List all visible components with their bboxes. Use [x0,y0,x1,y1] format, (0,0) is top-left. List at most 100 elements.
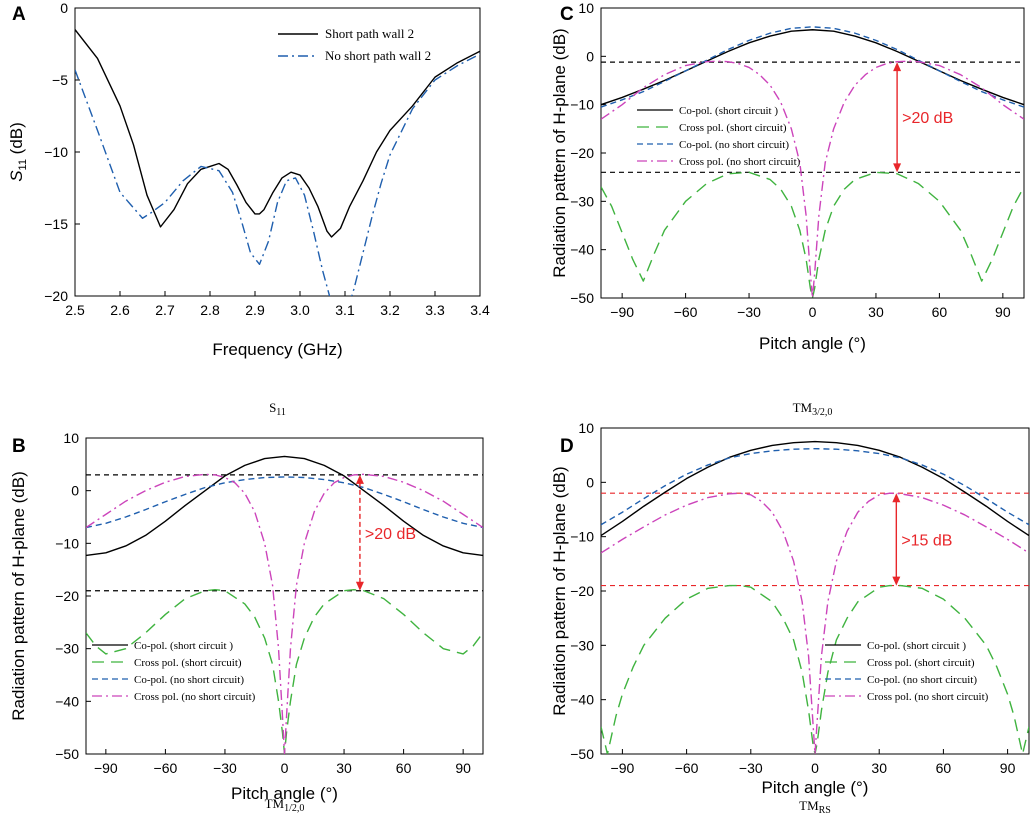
panel-caption: TMRS [799,798,831,816]
y-tick-label: −30 [570,637,594,653]
y-tick-label: −10 [570,97,594,113]
y-tick-label: −5 [52,72,68,88]
annotation-arrowhead-down [892,576,901,586]
y-tick-label: 10 [578,420,594,436]
panel-letter-d: D [560,436,574,457]
x-tick-label: 60 [396,760,412,776]
panel-caption: TM3/2,0 [793,400,833,418]
plot-frame [600,7,1025,299]
x-tick-label: −30 [739,760,763,776]
x-tick-label: 2.8 [200,302,220,318]
x-tick-label: 0 [281,760,289,776]
panel-c: C −90 −60 −30 0 30 60 90 10 0 −10 −20 −30 −40 −50 Pitch… [550,0,1025,418]
y-axis-label: Radiation pattern of H-plane (dB) [550,28,569,277]
x-tick-label: 2.9 [245,302,265,318]
x-tick-label: 2.7 [155,302,175,318]
series-line-cross-pol-short-circuit [601,584,1029,754]
annotation-arrowhead-up [355,474,364,484]
series-line-co-pol-short-circuit [601,29,1024,106]
series-line-cross-pol-short-circuit [601,171,1024,298]
series-line-cross-pol-no-short-circuit [86,473,483,754]
y-tick-label: −20 [570,583,594,599]
y-tick-label: −50 [570,290,594,306]
x-tick-label: 0 [811,760,819,776]
legend-label: Co-pol. (short circuit ) [867,640,966,652]
panel-caption: S11 [269,400,286,418]
x-tick-label: 30 [336,760,352,776]
y-tick-label: −10 [55,535,79,551]
legend-label: Cross pol. (short circuit) [679,122,787,134]
annotation-label: >20 dB [902,110,953,127]
y-tick-label: 0 [60,0,68,16]
legend-label: Co-pol. (no short circuit) [134,674,244,686]
series-line-cross-pol-short-circuit [86,588,483,754]
legend-label: No short path wall 2 [325,48,431,63]
y-tick-label: −10 [570,529,594,545]
y-tick-label: −50 [570,746,594,762]
y-tick-label: 10 [578,0,594,16]
y-tick-label: −30 [570,193,594,209]
legend: Co-pol. (short circuit ) Cross pol. (shor… [637,105,801,168]
x-tick-label: 3.3 [425,302,445,318]
legend: Short path wall 2 No short path wall 2 [278,26,431,63]
y-tick-label: −15 [44,216,68,232]
x-tick-label: −60 [154,760,178,776]
y-tick-label: −20 [44,288,68,304]
x-tick-label: −30 [213,760,237,776]
x-tick-label: 90 [455,760,471,776]
x-tick-label: 3.2 [380,302,400,318]
annotation-arrowhead-up [893,62,902,72]
x-tick-label: 2.5 [65,302,85,318]
legend-label: Cross pol. (no short circuit) [867,691,989,703]
series-line-co-pol-no-short-circuit [86,476,483,529]
y-tick-label: 0 [71,483,79,499]
series-line-short-path-wall-2 [75,29,480,238]
y-tick-label: 0 [586,474,594,490]
x-tick-label: 60 [932,304,948,320]
series-line-co-pol-no-short-circuit [601,447,1029,526]
series-line-no-short-path-wall-2 [75,53,480,296]
x-tick-label: 60 [936,760,952,776]
x-axis-label: Frequency (GHz) [212,340,342,359]
annotation-label: >15 dB [901,532,952,549]
legend-label: Cross pol. (no short circuit) [679,156,801,168]
x-tick-label: −30 [737,304,761,320]
y-axis-label: S11 (dB) [7,122,29,182]
y-tick-label: −10 [44,144,68,160]
y-tick-label: −40 [55,693,79,709]
legend-label: Cross pol. (no short circuit) [134,691,256,703]
x-tick-label: 30 [871,760,887,776]
panel-d: D −90 −60 −30 0 30 60 90 10 0 −10 −20 −30 −40 −50 Pitch… [550,420,1030,816]
x-axis-label: Pitch angle (°) [759,334,866,353]
x-axis-label: Pitch angle (°) [231,784,338,803]
legend-label: Co-pol. (no short circuit) [867,674,977,686]
series-line-co-pol-no-short-circuit [601,26,1024,108]
x-tick-label: −60 [675,760,699,776]
y-axis-label: Radiation pattern of H-plane (dB) [9,471,28,720]
panel-a: A 2.5 2.6 2.7 2.8 2.9 3.0 3.1 3.2 3.3 3.4 0 −5 −10 −15… [7,0,490,418]
x-tick-label: 90 [995,304,1011,320]
annotation-label: >20 dB [365,526,416,543]
x-tick-label: −90 [610,304,634,320]
panel-caption: TM1/2,0 [265,796,305,814]
y-tick-label: −40 [570,242,594,258]
y-axis-label: Radiation pattern of H-plane (dB) [550,466,569,715]
panel-letter-b: B [12,436,26,457]
legend-label: Cross pol. (short circuit) [867,657,975,669]
x-tick-label: 3.0 [290,302,310,318]
x-tick-label: 30 [868,304,884,320]
panel-b: B −90 −60 −30 0 30 60 90 10 0 −10 −20 −30 −40 −50 Pitch… [9,430,484,814]
legend-label: Co-pol. (short circuit ) [134,640,233,652]
x-tick-label: 2.6 [110,302,130,318]
series-line-cross-pol-no-short-circuit [601,60,1024,298]
x-tick-label: 3.1 [335,302,355,318]
y-tick-label: −50 [55,746,79,762]
y-tick-label: −20 [55,588,79,604]
legend: Co-pol. (short circuit ) Cross pol. (shor… [92,640,256,703]
plot-frame [85,437,484,755]
x-tick-label: −90 [611,760,635,776]
y-tick-label: −20 [570,145,594,161]
annotation-arrowhead-up [892,493,901,503]
legend: Co-pol. (short circuit ) Cross pol. (shor… [825,640,989,703]
legend-label: Co-pol. (short circuit ) [679,105,778,117]
